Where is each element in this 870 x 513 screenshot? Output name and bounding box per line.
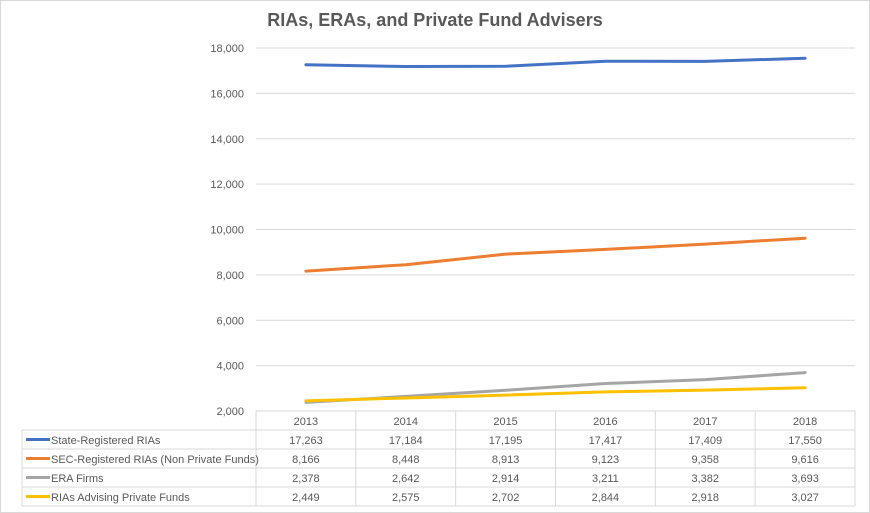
y-tick-label: 4,000 <box>216 361 244 373</box>
data-label: 3,211 <box>592 473 619 485</box>
data-label: 17,195 <box>489 435 523 447</box>
data-label: 2,918 <box>691 492 719 504</box>
data-label: 17,184 <box>389 435 423 447</box>
data-label: 17,263 <box>289 435 323 447</box>
data-label: 2,575 <box>392 492 420 504</box>
legend-label: RIAs Advising Private Funds <box>51 492 190 504</box>
data-label: 9,358 <box>691 454 719 466</box>
data-label: 8,913 <box>492 454 520 466</box>
data-label: 3,693 <box>791 473 819 485</box>
x-tick-label: 2016 <box>593 416 617 428</box>
legend-label: SEC-Registered RIAs (Non Private Funds) <box>51 454 259 466</box>
y-tick-label: 2,000 <box>216 406 244 418</box>
y-tick-label: 6,000 <box>216 315 244 327</box>
data-label: 17,409 <box>688 435 722 447</box>
legend-label: ERA Firms <box>51 473 104 485</box>
series-line <box>304 56 807 69</box>
x-tick-label: 2015 <box>493 416 517 428</box>
chart-title: RIAs, ERAs, and Private Fund Advisers <box>267 10 602 30</box>
y-tick-label: 14,000 <box>210 134 244 146</box>
legend-label: State-Registered RIAs <box>51 435 161 447</box>
x-tick-label: 2017 <box>693 416 717 428</box>
data-label: 2,449 <box>292 492 320 504</box>
data-label: 2,702 <box>492 492 520 504</box>
x-tick-label: 2018 <box>793 416 817 428</box>
series-line <box>304 386 807 403</box>
data-label: 9,616 <box>791 454 819 466</box>
data-label: 17,550 <box>788 435 822 447</box>
x-tick-label: 2014 <box>394 416 418 428</box>
data-label: 3,027 <box>791 492 819 504</box>
y-tick-label: 8,000 <box>216 270 244 282</box>
series-line <box>304 236 807 273</box>
y-tick-label: 16,000 <box>210 88 244 100</box>
data-label: 9,123 <box>592 454 620 466</box>
data-label: 2,844 <box>592 492 620 504</box>
data-label: 2,642 <box>392 473 420 485</box>
data-label: 3,382 <box>691 473 719 485</box>
data-label: 2,914 <box>492 473 520 485</box>
data-label: 8,166 <box>292 454 320 466</box>
data-label: 2,378 <box>292 473 320 485</box>
y-tick-label: 12,000 <box>210 179 244 191</box>
y-tick-label: 10,000 <box>210 225 244 237</box>
x-tick-label: 2013 <box>294 416 318 428</box>
y-tick-label: 18,000 <box>210 43 244 55</box>
data-label: 17,417 <box>589 435 623 447</box>
data-label: 8,448 <box>392 454 420 466</box>
